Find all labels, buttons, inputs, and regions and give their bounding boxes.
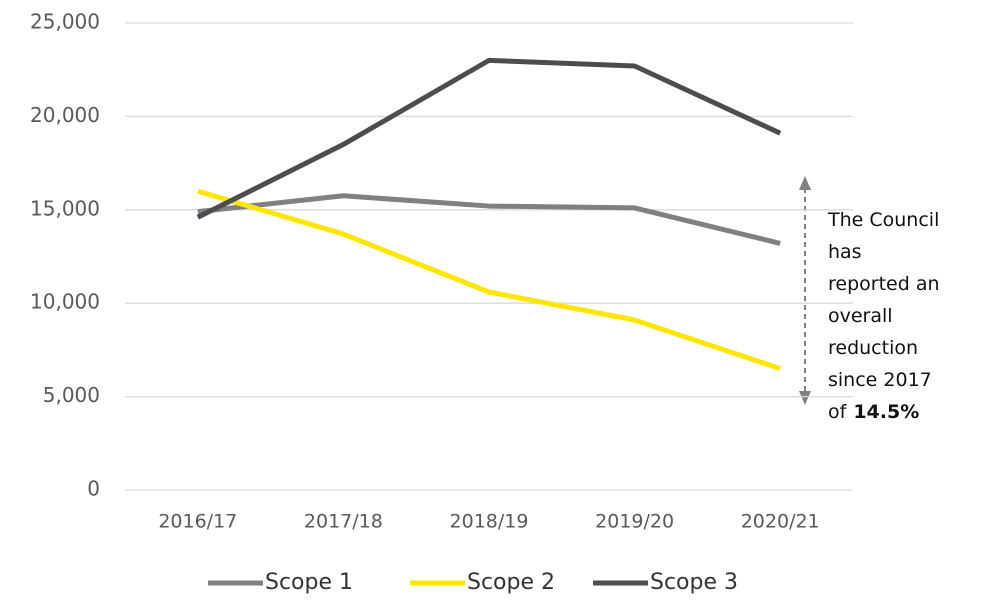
annotation-line: of	[828, 401, 848, 423]
y-tick-label: 10,000	[30, 290, 100, 314]
series-line	[196, 57, 782, 220]
y-tick-label: 5,000	[43, 383, 100, 407]
x-tick-label: 2018/19	[450, 511, 529, 533]
annotation-line: overall	[828, 305, 893, 327]
annotation: The Council has reported an overall reductio…	[827, 209, 940, 423]
legend-label: Scope 1	[265, 570, 353, 595]
y-tick-label: 25,000	[30, 10, 100, 34]
y-tick-label: 20,000	[30, 103, 100, 127]
legend-label: Scope 3	[650, 570, 738, 595]
x-tick-label: 2017/18	[304, 511, 383, 533]
x-tick-label: 2019/20	[595, 511, 674, 533]
x-tick-label: 2020/21	[741, 511, 820, 533]
y-tick-label: 15,000	[30, 196, 100, 220]
y-tick-label: 0	[87, 477, 100, 501]
annotation-highlight: 14.5%	[853, 401, 919, 423]
x-tick-label: 2016/17	[158, 511, 237, 533]
annotation-line: since 2017	[828, 369, 932, 391]
reduction-arrow	[799, 176, 811, 405]
annotation-line: reported an	[828, 273, 940, 295]
series-line	[197, 188, 781, 371]
annotation-line: The Council	[827, 209, 939, 231]
annotation-line: has	[828, 241, 862, 263]
series-line	[197, 193, 781, 246]
annotation-line: reduction	[828, 337, 918, 359]
legend-label: Scope 2	[467, 570, 555, 595]
